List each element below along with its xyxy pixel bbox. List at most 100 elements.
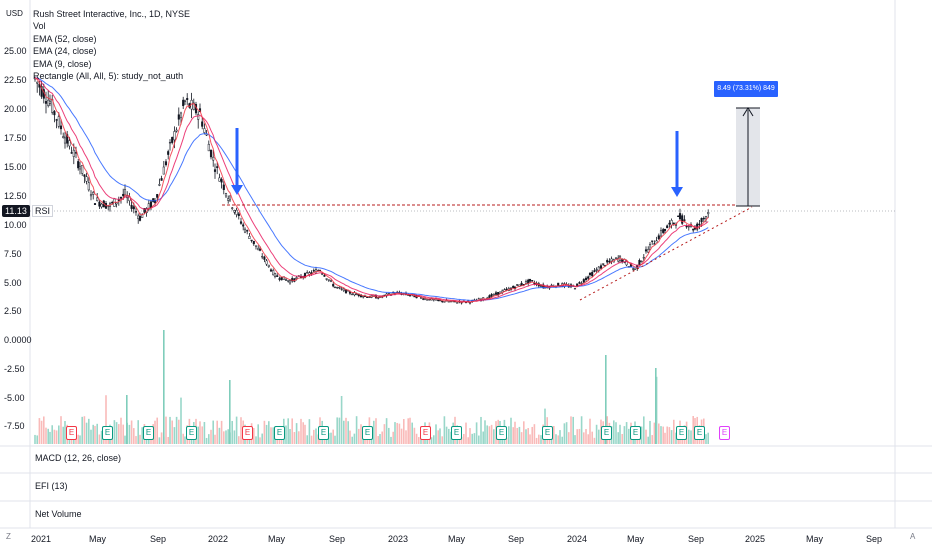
earnings-mark[interactable]: E	[719, 426, 730, 440]
candle-body	[40, 86, 43, 97]
candle-body	[183, 100, 187, 102]
volume-bar	[268, 421, 270, 444]
candle-body	[447, 301, 450, 303]
legend-item-ema52[interactable]: EMA (52, close)	[33, 33, 97, 44]
volume-bar	[173, 427, 176, 444]
volume-bar	[605, 355, 607, 444]
candle-body	[63, 137, 67, 144]
earnings-mark[interactable]: E	[362, 426, 373, 440]
earnings-mark[interactable]: E	[274, 426, 285, 440]
earnings-mark[interactable]: E	[66, 426, 77, 440]
volume-bar	[568, 432, 570, 444]
legend-item-vol[interactable]: Vol	[33, 21, 46, 32]
volume-bar	[362, 436, 364, 444]
time-tick: 2025	[745, 534, 766, 544]
volume-bar	[469, 428, 471, 444]
candle-body	[593, 270, 596, 272]
volume-bar	[38, 418, 41, 444]
candle-body	[670, 220, 673, 226]
volume-bar	[413, 427, 416, 444]
candle-body	[137, 215, 140, 219]
earnings-mark[interactable]: E	[186, 426, 197, 440]
volume-bar	[445, 426, 448, 444]
volume-bar	[465, 422, 467, 444]
volume-bar	[473, 433, 476, 444]
candle-body	[647, 249, 650, 253]
measure-tool-label[interactable]: 8.49 (73.31%) 849	[714, 81, 778, 97]
panel-label-net-volume[interactable]: Net Volume	[35, 509, 82, 519]
candle-body	[207, 143, 210, 152]
volume-bar	[310, 435, 313, 444]
earnings-mark[interactable]: E	[601, 426, 612, 440]
time-tick: May	[627, 534, 645, 544]
legend-title[interactable]: Rush Street Interactive, Inc., 1D, NYSE	[33, 9, 191, 19]
candle-body	[257, 247, 260, 251]
volume-bar	[53, 429, 56, 444]
volume-bar	[349, 430, 351, 444]
candle-body	[36, 81, 39, 84]
earnings-mark[interactable]: E	[102, 426, 113, 440]
candle-body	[162, 166, 165, 175]
volume-bar	[385, 418, 388, 444]
earnings-mark[interactable]: E	[542, 426, 553, 440]
earnings-mark[interactable]: E	[143, 426, 154, 440]
panel-label-efi[interactable]: EFI (13)	[35, 481, 68, 491]
candle-body	[130, 204, 133, 209]
candle-body	[261, 256, 264, 258]
earnings-mark[interactable]: E	[676, 426, 687, 440]
earnings-mark[interactable]: E	[451, 426, 462, 440]
volume-bar	[36, 435, 38, 444]
volume-bar	[203, 421, 206, 444]
legend-item-rectangle[interactable]: Rectangle (All, All, 5): study_not_auth	[33, 71, 184, 82]
volume-bar	[227, 429, 229, 444]
volume-bar	[238, 436, 240, 444]
volume-bar	[64, 421, 66, 444]
zoom-button[interactable]: Z	[6, 532, 11, 541]
volume-bar	[514, 421, 516, 444]
candle-body	[158, 184, 161, 186]
candle-body	[179, 112, 183, 119]
candle-body	[329, 280, 333, 282]
price-tick: 15.00	[4, 162, 27, 172]
volume-bar	[210, 429, 212, 444]
volume-bar	[441, 436, 443, 444]
earnings-mark[interactable]: E	[694, 426, 705, 440]
volume-bar	[555, 434, 557, 444]
volume-bar	[636, 436, 638, 444]
volume-bar	[595, 424, 598, 444]
volume-bar	[673, 419, 675, 444]
panel-label-macd[interactable]: MACD (12, 26, close)	[35, 453, 122, 463]
candle-body	[205, 133, 208, 136]
candle-body	[254, 245, 258, 247]
volume-bar	[79, 435, 81, 444]
volume-bar	[518, 426, 521, 444]
earnings-mark[interactable]: E	[496, 426, 507, 440]
volume-bar	[666, 426, 668, 444]
legend-item-ema9[interactable]: EMA (9, close)	[33, 58, 92, 69]
volume-bar	[90, 429, 92, 444]
volume-bar	[619, 424, 621, 444]
rsi-badge[interactable]: RSI	[32, 205, 54, 217]
earnings-mark[interactable]: E	[242, 426, 253, 440]
candle-body	[93, 203, 97, 205]
price-tick: 17.50	[4, 133, 27, 143]
volume-bar	[370, 435, 373, 444]
earnings-mark[interactable]: E	[318, 426, 329, 440]
legend-item-ema24[interactable]: EMA (24, close)	[33, 46, 97, 57]
volume-bar	[538, 434, 540, 444]
candle-body	[681, 215, 684, 224]
earnings-mark[interactable]: E	[630, 426, 641, 440]
candle-body	[72, 149, 75, 157]
volume-bar	[649, 420, 651, 444]
volume-bar	[212, 420, 214, 444]
earnings-mark[interactable]: E	[420, 426, 431, 440]
volume-bar	[625, 422, 628, 444]
auto-scale-button[interactable]: A	[910, 532, 916, 541]
volume-bar	[165, 416, 167, 444]
volume-bar	[478, 435, 480, 444]
volume-bar	[345, 417, 347, 444]
candle-body	[588, 273, 592, 276]
candle-body	[143, 208, 146, 213]
candle-body	[539, 285, 543, 287]
